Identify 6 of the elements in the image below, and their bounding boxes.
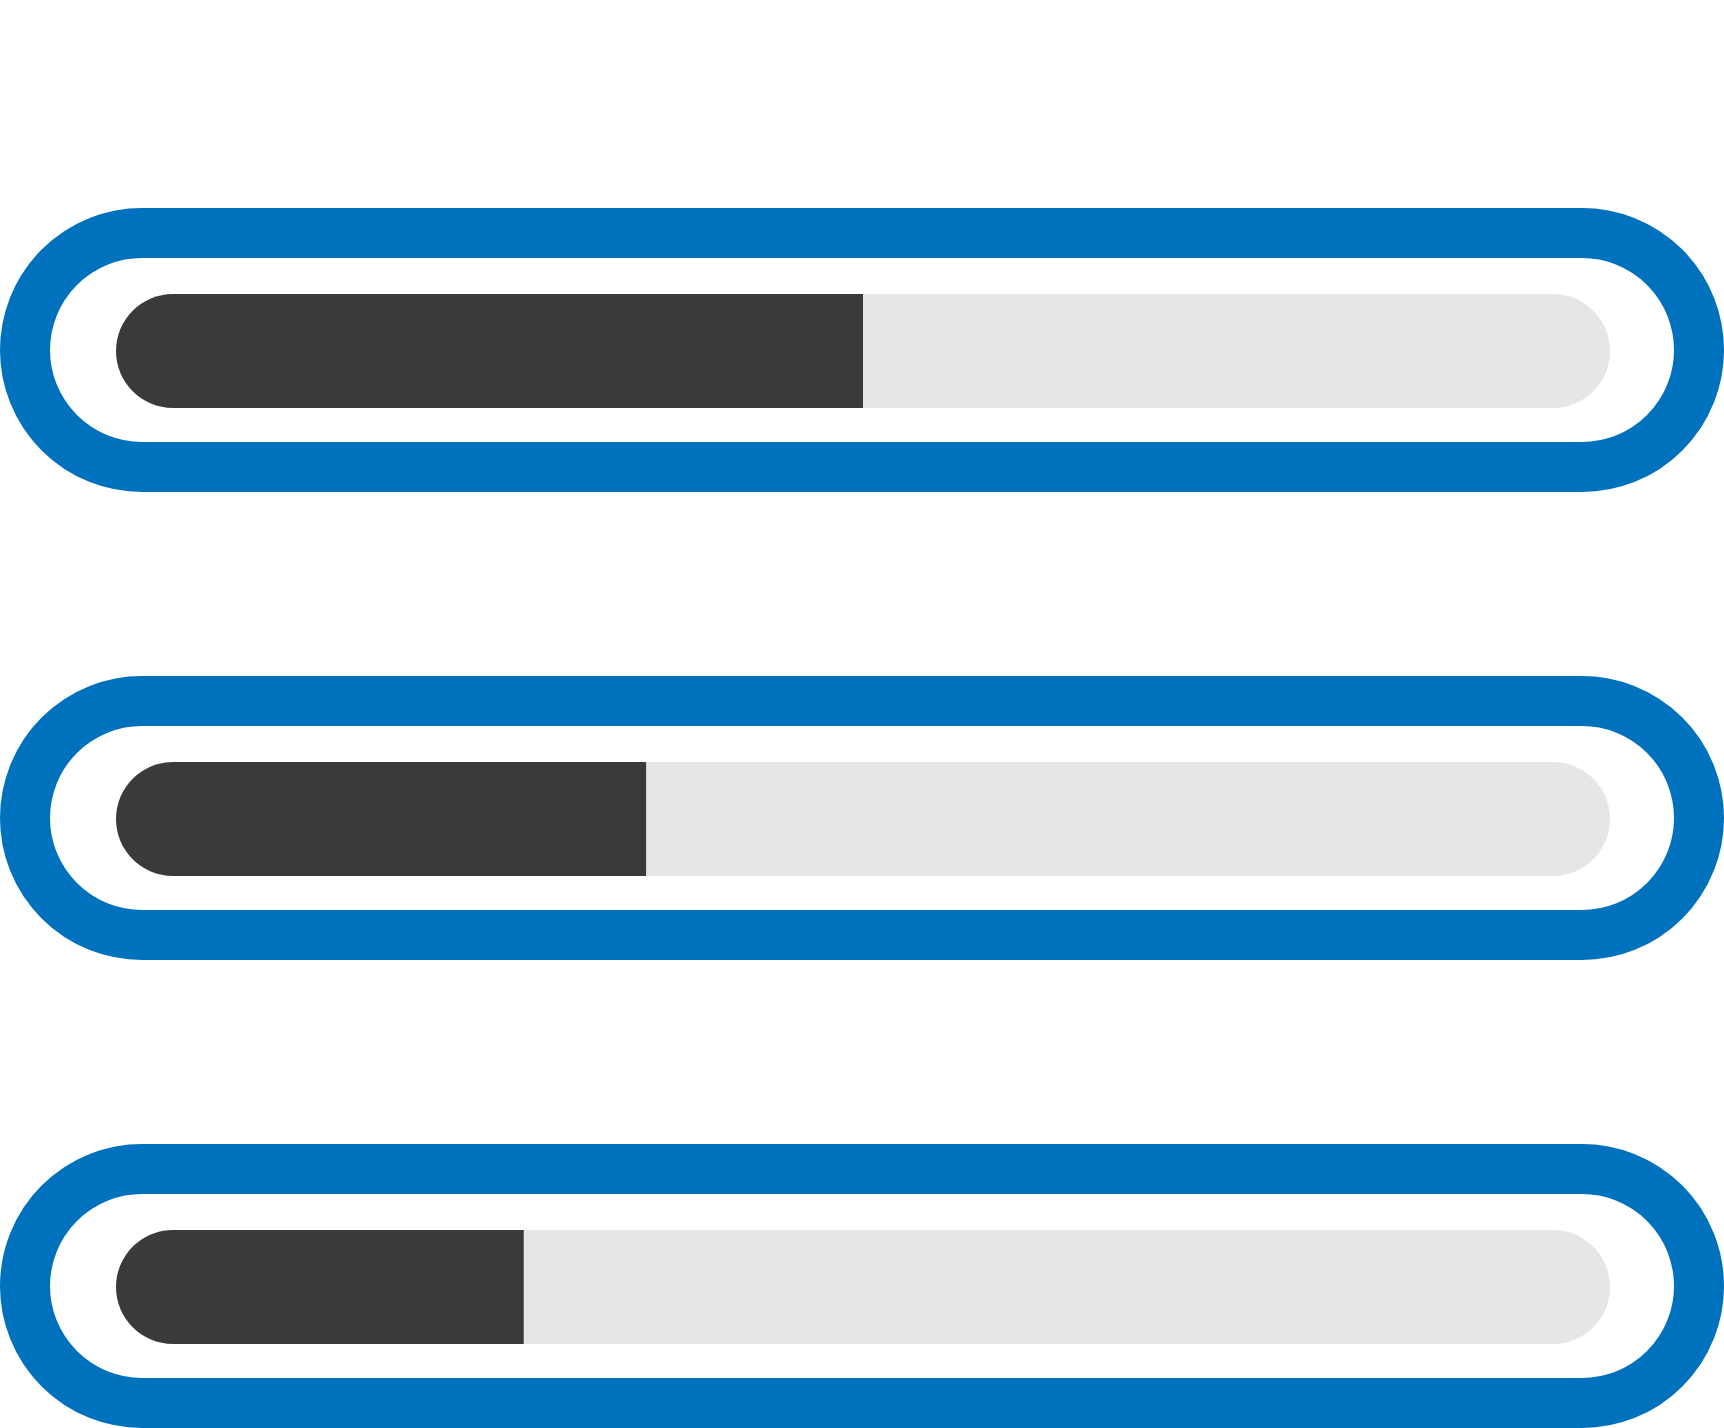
bar xyxy=(116,294,863,408)
bar xyxy=(116,1230,524,1344)
bar xyxy=(116,762,647,876)
bar xyxy=(646,762,1610,876)
bar xyxy=(523,1230,1610,1344)
bar xyxy=(863,294,1610,408)
